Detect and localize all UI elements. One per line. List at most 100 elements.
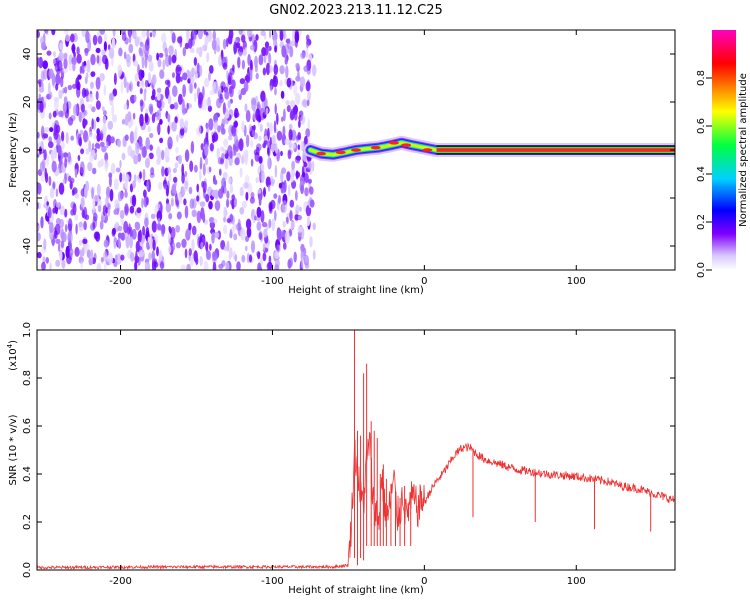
noise-blob xyxy=(262,67,267,76)
noise-blob xyxy=(70,33,75,43)
noise-blob xyxy=(64,86,68,94)
noise-blob xyxy=(241,59,245,70)
noise-blob xyxy=(295,204,300,215)
noise-blob xyxy=(184,149,190,162)
noise-blob xyxy=(150,95,156,101)
noise-blob xyxy=(236,222,242,231)
noise-blob xyxy=(293,251,297,263)
noise-blob xyxy=(47,82,51,95)
noise-blob xyxy=(279,79,283,87)
noise-blob xyxy=(134,36,140,47)
x-tick-label: -200 xyxy=(109,276,132,287)
noise-blob xyxy=(250,69,253,82)
noise-blob xyxy=(57,243,61,252)
noise-blob xyxy=(151,220,157,233)
noise-blob xyxy=(133,60,139,67)
noise-blob xyxy=(284,230,290,244)
noise-blob xyxy=(291,180,297,189)
noise-blob xyxy=(273,39,277,47)
noise-blob xyxy=(91,149,96,158)
noise-blob xyxy=(236,42,241,49)
noise-blob xyxy=(38,86,45,93)
noise-blob xyxy=(276,112,279,125)
noise-blob xyxy=(112,30,116,37)
snr-scale-close: ) xyxy=(8,340,19,344)
noise-blob xyxy=(172,85,178,97)
noise-blob xyxy=(264,41,270,49)
noise-blob xyxy=(139,81,145,89)
noise-blob xyxy=(173,176,178,183)
noise-blob xyxy=(295,92,301,106)
noise-blob xyxy=(55,238,61,244)
noise-blob xyxy=(219,168,222,176)
noise-blob xyxy=(151,74,157,86)
noise-blob xyxy=(201,44,207,52)
noise-blob xyxy=(188,222,192,231)
noise-blob xyxy=(158,52,164,58)
noise-blob xyxy=(300,141,305,151)
noise-blob xyxy=(136,207,142,214)
noise-blob xyxy=(49,262,52,270)
noise-blob xyxy=(203,260,209,270)
noise-blob xyxy=(243,181,249,190)
noise-blob xyxy=(151,113,156,124)
snr-scale-prefix: (x10 xyxy=(8,348,19,371)
noise-blob xyxy=(255,72,259,80)
noise-blob xyxy=(77,133,82,146)
x-tick-label: -200 xyxy=(109,576,132,587)
x-tick-label: -100 xyxy=(261,276,284,287)
snr-y-ticks: 0.0 0.2 0.4 0.6 0.8 1.0 xyxy=(22,322,675,578)
noise-blob xyxy=(96,183,101,196)
noise-blob xyxy=(226,198,230,208)
noise-blob xyxy=(156,99,162,109)
noise-blob xyxy=(193,92,197,102)
noise-blob xyxy=(304,262,310,269)
noise-blob xyxy=(282,220,286,228)
noise-blob xyxy=(248,254,253,263)
noise-blob xyxy=(152,31,156,38)
noise-blob xyxy=(85,30,90,44)
ridge-hotspot xyxy=(370,145,381,150)
noise-blob xyxy=(274,103,277,115)
noise-blob xyxy=(60,76,64,88)
noise-blob xyxy=(64,208,68,218)
y-tick-label: 0.6 xyxy=(22,418,33,434)
noise-blob xyxy=(37,251,42,259)
noise-blob xyxy=(76,81,81,91)
noise-blob xyxy=(101,106,105,112)
noise-blob xyxy=(129,131,135,144)
noise-blob xyxy=(258,54,264,66)
noise-blob xyxy=(300,184,304,195)
noise-blob xyxy=(223,138,229,148)
noise-blob xyxy=(83,89,89,97)
noise-blob xyxy=(131,194,137,207)
noise-blob xyxy=(268,218,272,229)
noise-blob xyxy=(214,200,221,212)
noise-blob xyxy=(176,134,179,143)
noise-blob xyxy=(80,260,83,269)
noise-blob xyxy=(72,203,77,216)
noise-blob xyxy=(244,149,249,158)
noise-blob xyxy=(298,30,302,36)
noise-blob xyxy=(260,90,266,102)
noise-blob xyxy=(43,238,47,250)
noise-blob xyxy=(96,143,101,150)
noise-blob xyxy=(111,114,118,123)
noise-blob xyxy=(264,46,269,56)
noise-blob xyxy=(139,142,144,151)
noise-blob xyxy=(49,187,55,199)
noise-blob xyxy=(54,230,58,240)
noise-blob xyxy=(171,183,177,194)
noise-blob xyxy=(83,186,88,199)
x-tick-label: -100 xyxy=(261,576,284,587)
noise-blob xyxy=(213,231,220,239)
noise-blob xyxy=(303,65,309,72)
noise-blob xyxy=(199,156,203,170)
noise-blob xyxy=(295,75,301,82)
noise-blob xyxy=(121,32,127,42)
noise-blob xyxy=(182,47,186,57)
noise-blob xyxy=(197,30,203,40)
noise-blob xyxy=(148,152,154,160)
noise-blob xyxy=(234,133,238,147)
